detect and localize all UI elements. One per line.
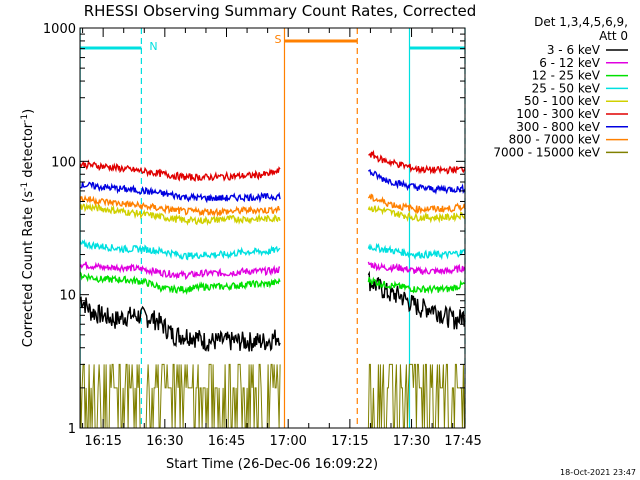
x-tick-label: 16:45 xyxy=(208,434,245,449)
legend-entry-label: 300 - 800 keV xyxy=(516,120,600,134)
x-tick-label: 17:15 xyxy=(331,434,368,449)
y-tick-label: 100 xyxy=(51,155,76,170)
legend-entry-label: 6 - 12 keV xyxy=(539,56,601,70)
series-line xyxy=(79,271,281,296)
legend-entry-label: 800 - 7000 keV xyxy=(509,133,601,147)
series-line xyxy=(79,202,281,226)
x-tick-label: 17:45 xyxy=(444,434,481,449)
legend-entry-label: 50 - 100 keV xyxy=(524,94,601,108)
legend-entry-label: 3 - 6 keV xyxy=(547,43,601,57)
series-line xyxy=(367,242,466,261)
y-axis-label-main: Corrected Count Rate (s xyxy=(21,191,36,348)
series-line xyxy=(79,261,281,281)
y-axis-label-sup2: -1 xyxy=(20,114,30,123)
legend-entry-label: 100 - 300 keV xyxy=(516,107,600,121)
y-axis: 1 10 100 1000 xyxy=(43,22,465,437)
y-tick-label: 10 xyxy=(59,289,76,304)
plot-frame xyxy=(79,27,466,429)
series-line xyxy=(79,181,281,204)
series-line xyxy=(79,194,281,218)
y-axis-label-mid: detector xyxy=(21,122,36,182)
series-line xyxy=(79,363,281,429)
footer-date: 18-Oct-2021 23:47 xyxy=(560,468,636,477)
flag-letter: S xyxy=(274,33,281,46)
series-line xyxy=(79,159,281,182)
series-line xyxy=(367,363,466,429)
x-tick-label: 17:00 xyxy=(269,434,306,449)
legend-header-1: Det 1,3,4,5,6,9, xyxy=(534,15,628,29)
y-tick-label: 1 xyxy=(68,422,76,437)
chart-title: RHESSI Observing Summary Count Rates, Co… xyxy=(84,2,477,20)
series-line xyxy=(367,193,466,215)
legend-entry-label: 12 - 25 keV xyxy=(532,69,601,83)
series-line xyxy=(79,296,281,352)
y-tick-label: 1000 xyxy=(43,22,76,37)
x-axis-label: Start Time (26-Dec-06 16:09:22) xyxy=(166,457,378,472)
series-line xyxy=(79,238,281,261)
flag-letter: N xyxy=(149,40,157,53)
y-axis-label: Corrected Count Rate (s-1 detector-1) xyxy=(20,109,36,347)
x-axis: 16:15 16:30 16:45 17:00 17:15 17:30 17:45 xyxy=(82,28,482,449)
series-line xyxy=(367,168,466,195)
legend-entry-label: 25 - 50 keV xyxy=(532,81,601,95)
x-tick-label: 17:30 xyxy=(393,434,430,449)
y-axis-label-end: ) xyxy=(21,109,36,114)
x-tick-label: 16:30 xyxy=(146,434,183,449)
legend-entry-label: 7000 - 15000 keV xyxy=(493,145,600,159)
series-line xyxy=(367,261,466,276)
y-axis-label-sup1: -1 xyxy=(20,182,30,191)
series-line xyxy=(367,205,466,224)
x-tick-label: 16:15 xyxy=(84,434,121,449)
series-line xyxy=(367,270,466,330)
legend-header-2: Att 0 xyxy=(599,29,628,43)
data-series xyxy=(79,149,466,429)
series-line xyxy=(368,149,466,175)
series-line xyxy=(367,276,466,295)
